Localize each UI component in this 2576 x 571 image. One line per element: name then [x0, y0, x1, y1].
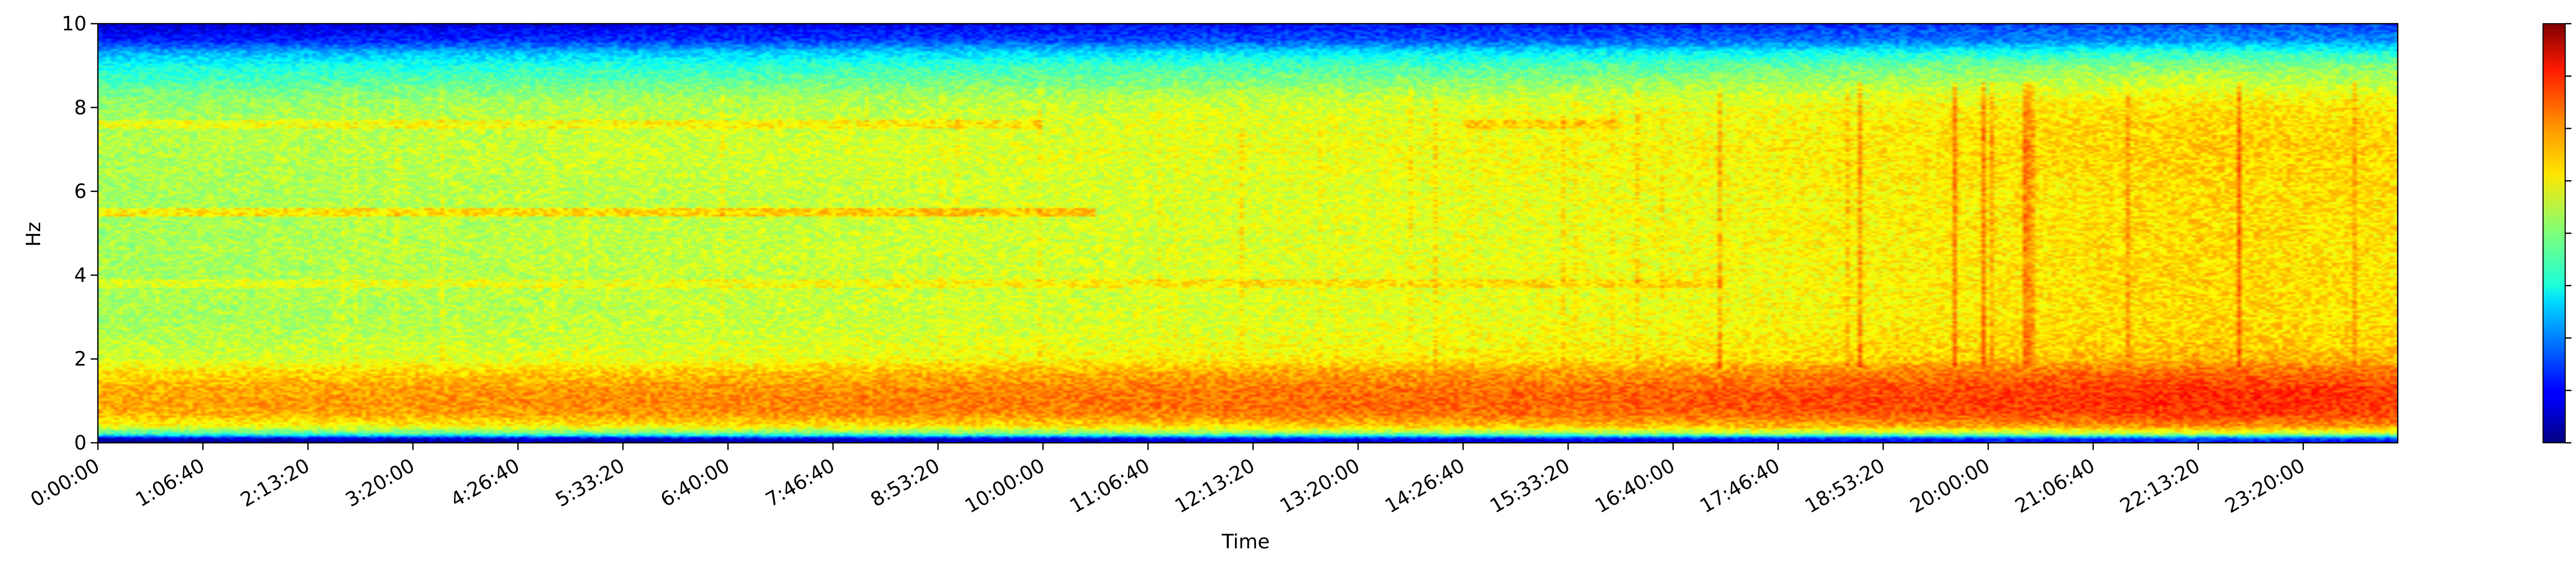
colorbar: +0 dB-10 dB-20 dB-30 dB-40 dB-50 dB-60 d…: [2543, 12, 2576, 454]
y-tick-label: 2: [74, 348, 87, 370]
x-tick-label: 18:53:20: [1801, 454, 1889, 517]
x-tick-label: 15:33:20: [1486, 454, 1573, 517]
x-axis-label: Time: [1222, 530, 1270, 553]
y-tick-label: 6: [74, 180, 87, 203]
x-tick-label: 1:06:40: [131, 454, 208, 511]
x-tick-label: 5:33:20: [552, 454, 629, 511]
spectrogram-image: [98, 24, 2398, 443]
x-tick-label: 7:46:40: [761, 454, 838, 511]
x-tick-label: 16:40:00: [1591, 454, 1679, 517]
y-tick-label: 4: [74, 264, 87, 286]
x-tick-label: 22:13:20: [2116, 454, 2204, 517]
x-tick-label: 23:20:00: [2221, 454, 2309, 517]
x-tick-label: 3:20:00: [342, 454, 418, 511]
x-tick-label: 12:13:20: [1171, 454, 1259, 517]
x-tick-label: 2:13:20: [236, 454, 313, 511]
x-tick-label: 13:20:00: [1276, 454, 1364, 517]
x-tick-label: 8:53:20: [867, 454, 943, 511]
x-tick-label: 6:40:00: [657, 454, 734, 511]
y-tick-label: 0: [74, 431, 87, 454]
x-tick-label: 14:26:40: [1381, 454, 1469, 517]
x-tick-label: 4:26:40: [447, 454, 523, 511]
x-tick-label: 21:06:40: [2011, 454, 2099, 517]
plot-area: [97, 23, 2399, 444]
y-tick-label: 8: [74, 96, 87, 119]
plot-frame: [97, 23, 2399, 444]
x-tick-label: 20:00:00: [1906, 454, 1994, 517]
x-tick-label: 0:00:00: [27, 454, 104, 511]
x-tick-label: 17:46:40: [1696, 454, 1784, 517]
colorbar-gradient: [2543, 23, 2566, 443]
y-axis-label: Hz: [22, 222, 45, 247]
x-tick-label: 11:06:40: [1066, 454, 1154, 517]
y-tick-label: 10: [62, 12, 87, 35]
x-tick-label: 10:00:00: [961, 454, 1048, 517]
